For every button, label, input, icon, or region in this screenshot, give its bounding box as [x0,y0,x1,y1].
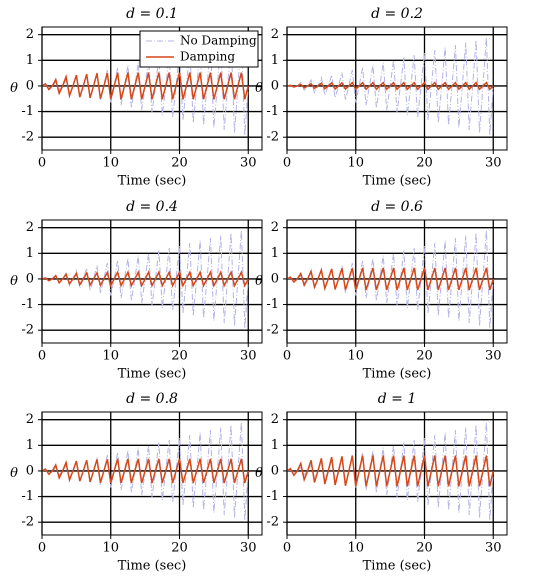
y-tick-label: 0 [26,78,34,93]
y-tick-label: -1 [21,104,34,119]
y-tick-label: 1 [271,438,279,453]
x-axis-label: Time (sec) [363,367,432,382]
y-tick-label: -2 [266,323,279,338]
y-tick-label: 2 [26,412,34,427]
y-axis-label: θ [10,81,18,96]
subplot: 0 10 20 30 -2 -1 0 1 2 d = 1 Time (sec) θ [255,391,508,574]
x-tick-label: 10 [347,349,364,364]
x-tick-label: 10 [102,156,119,171]
y-tick-label: -1 [21,489,34,504]
plot-area [287,412,507,535]
series-line [41,270,249,288]
plot-area [42,220,262,343]
x-tick-label: 20 [171,541,188,556]
chart-title: d = 0.4 [126,199,178,215]
x-tick-label: 10 [102,541,119,556]
x-tick-label: 30 [485,541,502,556]
y-tick-label: 2 [26,220,34,235]
series-line [286,455,494,487]
x-axis-label: Time (sec) [118,174,187,189]
x-tick-label: 0 [38,349,46,364]
y-tick-label: -2 [266,130,279,145]
subplot: 0 10 20 30 -2 -1 0 1 2 d = 0.1 Time (sec) θ No Dampi… [10,6,263,189]
y-tick-label: 1 [26,438,34,453]
y-tick-label: 0 [26,463,34,478]
y-axis-label: θ [10,466,18,481]
y-tick-label: -2 [266,515,279,530]
subplot: 0 10 20 30 -2 -1 0 1 2 d = 0.4 Time (sec) θ [10,199,263,382]
y-tick-label: 2 [26,27,34,42]
y-axis-label: θ [255,274,263,289]
x-tick-label: 20 [171,349,188,364]
x-tick-label: 0 [283,156,291,171]
subplot: 0 10 20 30 -2 -1 0 1 2 d = 0.6 Time (sec) θ [255,199,508,382]
series-line [286,267,494,292]
x-axis-label: Time (sec) [118,559,187,574]
y-tick-label: -2 [21,130,34,145]
x-tick-label: 20 [416,156,433,171]
x-tick-label: 0 [38,156,46,171]
y-axis-label: θ [10,274,18,289]
x-tick-label: 20 [416,349,433,364]
series-line [286,81,494,91]
plot-frame [286,26,508,151]
y-tick-label: -1 [266,489,279,504]
y-tick-label: -1 [266,297,279,312]
plot-frame [41,411,263,536]
plot-frame [41,26,263,151]
x-tick-label: 30 [485,156,502,171]
x-tick-label: 30 [240,156,257,171]
y-tick-label: -1 [21,297,34,312]
x-tick-label: 20 [416,541,433,556]
y-tick-label: 0 [26,271,34,286]
y-tick-label: -2 [21,515,34,530]
x-tick-label: 10 [102,349,119,364]
plot-area [287,220,507,343]
x-axis-label: Time (sec) [363,174,432,189]
x-axis-label: Time (sec) [118,367,187,382]
x-tick-label: 0 [38,541,46,556]
chart-title: d = 1 [378,391,417,407]
y-axis-label: θ [255,466,263,481]
y-tick-label: -2 [21,323,34,338]
y-tick-label: 2 [271,220,279,235]
x-tick-label: 30 [240,349,257,364]
x-tick-label: 30 [240,541,257,556]
y-tick-label: 1 [271,246,279,261]
plot-frame [41,219,263,344]
chart-title: d = 0.8 [126,391,178,407]
y-axis-label: θ [255,81,263,96]
series-line [41,72,249,100]
legend-box [139,30,259,68]
y-tick-label: 0 [271,271,279,286]
x-tick-label: 10 [347,156,364,171]
plot-area [42,412,262,535]
x-tick-label: 20 [171,156,188,171]
legend-label: No Damping [180,34,257,48]
x-tick-label: 10 [347,541,364,556]
plot-frame [286,411,508,536]
y-tick-label: 1 [271,53,279,68]
subplot: 0 10 20 30 -2 -1 0 1 2 d = 0.8 Time (sec) θ [10,391,263,574]
y-tick-label: 2 [271,27,279,42]
subplot: 0 10 20 30 -2 -1 0 1 2 d = 0.2 Time (sec) θ [255,6,508,189]
y-tick-label: -1 [266,104,279,119]
y-tick-label: 0 [271,78,279,93]
x-tick-label: 0 [283,349,291,364]
series-line [41,458,249,484]
chart-title: d = 0.1 [126,6,178,22]
y-tick-label: 1 [26,246,34,261]
x-axis-label: Time (sec) [363,559,432,574]
y-tick-label: 0 [271,463,279,478]
plot-frame [286,219,508,344]
y-tick-label: 2 [271,412,279,427]
legend-label: Damping [180,50,235,64]
y-tick-label: 1 [26,53,34,68]
chart-title: d = 0.2 [371,6,423,22]
x-tick-label: 0 [283,541,291,556]
x-tick-label: 30 [485,349,502,364]
chart-title: d = 0.6 [371,199,423,215]
